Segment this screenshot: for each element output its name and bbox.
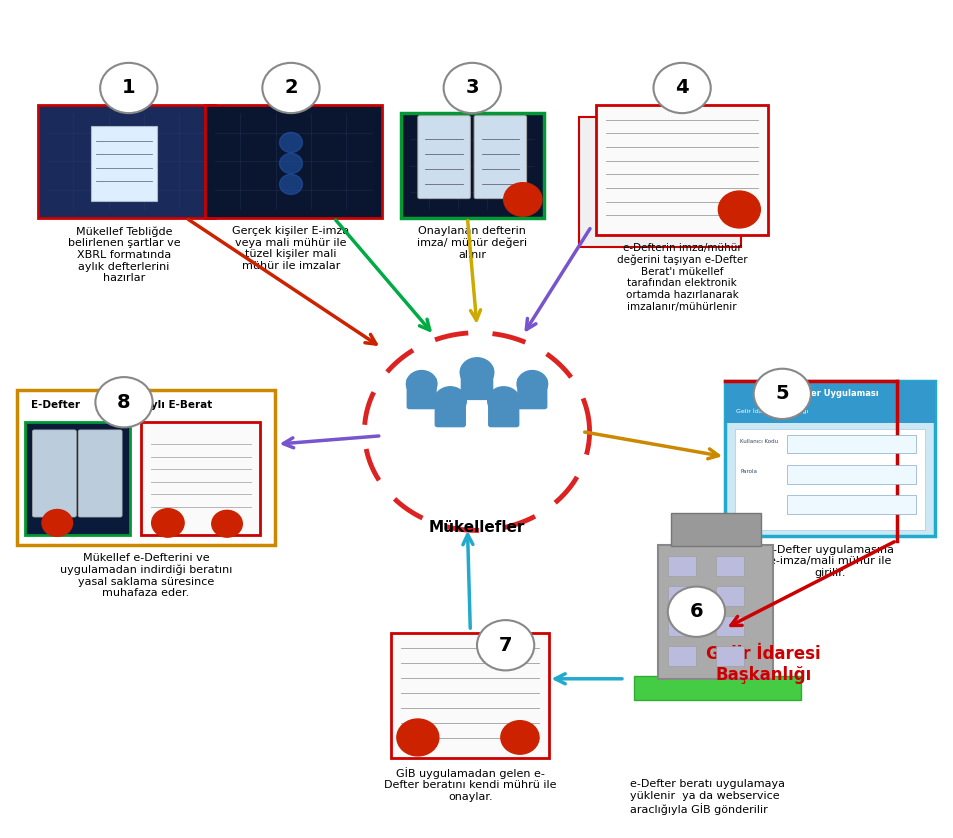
FancyBboxPatch shape bbox=[417, 116, 470, 199]
Circle shape bbox=[443, 63, 500, 113]
FancyBboxPatch shape bbox=[670, 513, 760, 546]
Text: e-Defter uygulamasına
e-imza/mali mühür ile
girilir.: e-Defter uygulamasına e-imza/mali mühür … bbox=[765, 545, 893, 578]
Text: e-Defter beratı uygulamaya
yüklenir  ya da webservice
araclığıyla GİB gönderilir: e-Defter beratı uygulamaya yüklenir ya d… bbox=[629, 779, 783, 815]
Circle shape bbox=[753, 369, 810, 419]
FancyBboxPatch shape bbox=[658, 545, 772, 679]
Text: 3: 3 bbox=[465, 79, 478, 97]
FancyBboxPatch shape bbox=[460, 365, 493, 400]
FancyBboxPatch shape bbox=[715, 586, 743, 606]
Text: 8: 8 bbox=[117, 393, 131, 411]
FancyBboxPatch shape bbox=[488, 394, 518, 427]
FancyBboxPatch shape bbox=[78, 430, 122, 517]
Text: 1: 1 bbox=[122, 79, 135, 97]
FancyBboxPatch shape bbox=[517, 377, 547, 409]
FancyBboxPatch shape bbox=[715, 556, 743, 576]
Circle shape bbox=[279, 153, 302, 173]
Circle shape bbox=[487, 387, 519, 415]
Circle shape bbox=[500, 721, 538, 754]
Circle shape bbox=[42, 510, 72, 536]
Text: 4: 4 bbox=[675, 79, 688, 97]
Circle shape bbox=[396, 719, 438, 756]
FancyBboxPatch shape bbox=[634, 676, 801, 700]
FancyBboxPatch shape bbox=[205, 105, 381, 218]
FancyBboxPatch shape bbox=[667, 616, 696, 636]
FancyBboxPatch shape bbox=[724, 381, 934, 536]
Circle shape bbox=[279, 132, 302, 153]
FancyBboxPatch shape bbox=[734, 429, 924, 530]
Circle shape bbox=[95, 377, 152, 427]
Text: Mükellef Tebliğde
belirlenen şartlar ve
XBRL formatında
aylık defterlerini
hazır: Mükellef Tebliğde belirlenen şartlar ve … bbox=[68, 226, 180, 283]
Text: Gelir İdaresi
Başkanlığı: Gelir İdaresi Başkanlığı bbox=[705, 645, 820, 684]
Circle shape bbox=[459, 358, 494, 387]
Circle shape bbox=[262, 63, 319, 113]
FancyBboxPatch shape bbox=[474, 116, 526, 199]
Text: 5: 5 bbox=[775, 385, 788, 403]
Circle shape bbox=[517, 370, 547, 397]
FancyBboxPatch shape bbox=[91, 126, 157, 201]
Text: Kullanıcı Kodu: Kullanıcı Kodu bbox=[740, 439, 778, 444]
FancyBboxPatch shape bbox=[715, 616, 743, 636]
Circle shape bbox=[718, 191, 760, 228]
FancyBboxPatch shape bbox=[400, 113, 543, 218]
FancyBboxPatch shape bbox=[406, 377, 436, 409]
FancyBboxPatch shape bbox=[667, 556, 696, 576]
Circle shape bbox=[476, 620, 534, 670]
Text: E-Defter: E-Defter bbox=[31, 400, 80, 410]
Circle shape bbox=[406, 370, 436, 397]
FancyBboxPatch shape bbox=[786, 465, 915, 484]
Circle shape bbox=[503, 183, 541, 216]
Circle shape bbox=[279, 174, 302, 194]
Text: 7: 7 bbox=[498, 636, 512, 654]
Text: GİB uygulamadan gelen e-
Defter beratını kendi mührü ile
onaylar.: GİB uygulamadan gelen e- Defter beratını… bbox=[384, 767, 556, 802]
Text: Onaylanan defterin
imza/ mühür değeri
alınır: Onaylanan defterin imza/ mühür değeri al… bbox=[416, 226, 527, 260]
FancyBboxPatch shape bbox=[786, 435, 915, 453]
Circle shape bbox=[152, 509, 184, 537]
Text: E-Defter Uygulaması: E-Defter Uygulaması bbox=[781, 390, 878, 398]
FancyBboxPatch shape bbox=[38, 105, 214, 218]
FancyBboxPatch shape bbox=[578, 117, 740, 247]
FancyBboxPatch shape bbox=[32, 430, 76, 517]
Circle shape bbox=[667, 587, 724, 637]
FancyBboxPatch shape bbox=[667, 586, 696, 606]
Text: Mükellef e-Defterini ve
uygulamadan indirdiği beratını
yasal saklama süresince
m: Mükellef e-Defterini ve uygulamadan indi… bbox=[60, 553, 232, 598]
Circle shape bbox=[212, 510, 242, 537]
FancyBboxPatch shape bbox=[715, 646, 743, 666]
Text: Onaylı E-Berat: Onaylı E-Berat bbox=[128, 400, 212, 410]
Text: 2: 2 bbox=[284, 79, 297, 97]
FancyBboxPatch shape bbox=[141, 422, 260, 535]
Text: Mükellefler: Mükellefler bbox=[428, 520, 525, 535]
Text: e-Defterin imza/mühür
değerini taşıyan e-Defter
Berat'ı mükellef
tarafından elek: e-Defterin imza/mühür değerini taşıyan e… bbox=[617, 243, 746, 312]
Text: Parola: Parola bbox=[740, 469, 757, 474]
Text: 6: 6 bbox=[689, 603, 702, 621]
FancyBboxPatch shape bbox=[25, 422, 130, 535]
FancyBboxPatch shape bbox=[435, 394, 465, 427]
Text: Gelir İdaresi Başkanlığı: Gelir İdaresi Başkanlığı bbox=[736, 408, 808, 413]
FancyBboxPatch shape bbox=[17, 390, 274, 545]
Circle shape bbox=[434, 387, 466, 415]
FancyBboxPatch shape bbox=[596, 105, 767, 235]
Text: Gerçek kişiler E-imza
veya mali mühür ile
tüzel kişiler mali
mühür ile imzalar: Gerçek kişiler E-imza veya mali mühür il… bbox=[233, 226, 349, 271]
Circle shape bbox=[653, 63, 710, 113]
FancyBboxPatch shape bbox=[667, 646, 696, 666]
Circle shape bbox=[100, 63, 157, 113]
FancyBboxPatch shape bbox=[391, 633, 548, 758]
FancyBboxPatch shape bbox=[786, 495, 915, 514]
FancyBboxPatch shape bbox=[724, 381, 934, 423]
